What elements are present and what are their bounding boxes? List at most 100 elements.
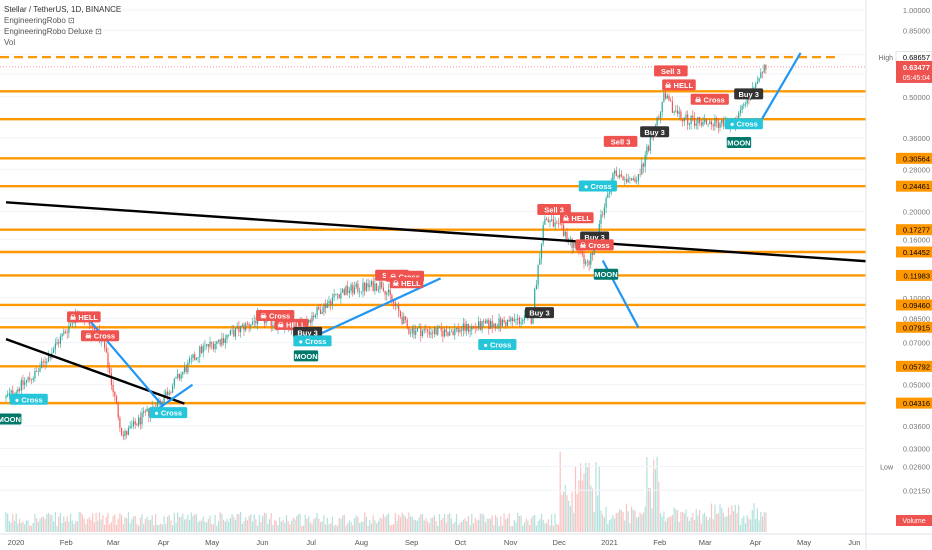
candle-body bbox=[32, 378, 34, 380]
volume-bar bbox=[467, 515, 469, 532]
annotation-label: ☠ Cross bbox=[580, 241, 610, 250]
time-tick-label: Feb bbox=[653, 538, 666, 547]
volume-bar bbox=[510, 525, 512, 532]
candle-body bbox=[61, 333, 63, 337]
volume-bar bbox=[442, 517, 444, 532]
volume-bar bbox=[131, 519, 133, 532]
level-price-label: 0.07915 bbox=[903, 323, 930, 332]
annotation-label: ☠ HELL bbox=[70, 313, 99, 322]
volume-bar bbox=[299, 513, 301, 532]
volume-bar bbox=[173, 512, 175, 532]
candle-body bbox=[394, 302, 396, 306]
annotation-label: Buy 3 bbox=[738, 90, 758, 99]
volume-bar bbox=[523, 522, 526, 532]
volume-bar bbox=[393, 523, 395, 532]
candle-body bbox=[755, 83, 757, 88]
volume-bar bbox=[542, 519, 544, 532]
annotation-label: ● Cross bbox=[483, 340, 511, 349]
candle-body bbox=[741, 106, 743, 111]
volume-bar bbox=[306, 518, 308, 532]
candle-body bbox=[410, 332, 412, 334]
candle-body bbox=[634, 178, 636, 183]
annotation-buy: Buy 3 bbox=[524, 307, 554, 319]
volume-bar bbox=[231, 514, 233, 532]
volume-bar bbox=[653, 459, 655, 532]
volume-bar bbox=[413, 519, 415, 532]
candle-body bbox=[250, 324, 252, 327]
candle-body bbox=[219, 339, 221, 345]
candle-body bbox=[199, 346, 201, 357]
volume-bar bbox=[428, 523, 430, 532]
volume-bar bbox=[612, 515, 614, 532]
candle-body bbox=[143, 411, 145, 413]
volume-bar bbox=[71, 520, 73, 532]
candle-body bbox=[474, 326, 476, 328]
volume-bar bbox=[472, 523, 475, 532]
volume-bar bbox=[610, 518, 612, 532]
volume-bar bbox=[529, 525, 531, 532]
indicator-engineeringrobo[interactable]: EngineeringRobo ⊡ bbox=[4, 16, 75, 25]
volume-bar bbox=[484, 522, 486, 532]
volume-bar bbox=[64, 521, 67, 532]
volume-bar bbox=[217, 521, 220, 532]
volume-bar bbox=[518, 516, 520, 532]
volume-bar bbox=[85, 524, 87, 532]
candle-body bbox=[462, 323, 464, 331]
indicator-engineeringrobo-deluxe[interactable]: EngineeringRobo Deluxe ⊡ bbox=[4, 27, 102, 36]
candle-body bbox=[721, 119, 723, 124]
time-axis[interactable]: 2020 Feb Mar Apr May Jun Jul Aug Sep Oct Nov Dec 202… bbox=[0, 533, 932, 547]
volume-bar bbox=[491, 515, 493, 532]
volume-bar bbox=[338, 517, 340, 532]
volume-bar bbox=[459, 522, 461, 532]
annotation-hell: ☠ HELL bbox=[67, 311, 101, 323]
volume-bar bbox=[593, 512, 595, 532]
volume-bar bbox=[56, 525, 58, 532]
candle-body bbox=[148, 408, 150, 416]
volume-bar bbox=[155, 513, 157, 532]
candle-body bbox=[180, 374, 182, 379]
volume-bar bbox=[175, 522, 177, 532]
volume-bar bbox=[117, 519, 119, 532]
volume-bar bbox=[134, 515, 136, 532]
volume-bar bbox=[726, 516, 728, 532]
annotation-cross: ● Cross bbox=[9, 393, 48, 405]
candle-body bbox=[386, 292, 388, 295]
volume-bar bbox=[100, 519, 102, 532]
volume-bar bbox=[590, 485, 592, 532]
volume-bar bbox=[309, 522, 311, 532]
symbol-title[interactable]: Stellar / TetherUS, 1D, BINANCE bbox=[4, 5, 122, 14]
price-tick-label: 0.36000 bbox=[903, 134, 930, 143]
candle-body bbox=[178, 373, 180, 379]
volume-bar bbox=[756, 508, 758, 532]
candle-body bbox=[503, 319, 505, 323]
candle-body bbox=[498, 318, 500, 328]
candle-body bbox=[12, 390, 14, 396]
candle-body bbox=[739, 110, 741, 114]
candle-body bbox=[360, 291, 362, 293]
candle-body bbox=[131, 426, 133, 427]
volume-bar bbox=[629, 523, 631, 532]
volume-bar bbox=[564, 484, 566, 532]
indicator-volume[interactable]: Vol bbox=[4, 38, 16, 47]
volume-bar bbox=[63, 516, 65, 532]
chart-legend: Stellar / TetherUS, 1D, BINANCE Engineer… bbox=[4, 4, 121, 48]
volume-bar bbox=[651, 508, 653, 532]
volume-bar bbox=[641, 514, 643, 532]
volume-bar bbox=[712, 519, 714, 532]
candle-body bbox=[224, 339, 226, 343]
candle-body bbox=[493, 323, 495, 328]
candle-body bbox=[459, 329, 461, 333]
candle-body bbox=[202, 346, 204, 353]
volume-bar bbox=[372, 515, 374, 532]
candle-body bbox=[47, 354, 50, 362]
candle-body bbox=[420, 326, 422, 337]
volume-bar bbox=[739, 525, 741, 532]
candle-body bbox=[190, 358, 192, 359]
volume-bar bbox=[602, 514, 604, 532]
volume-bar bbox=[357, 516, 359, 532]
candle-body bbox=[675, 110, 677, 112]
candle-body bbox=[335, 294, 337, 296]
candle-body bbox=[620, 174, 622, 177]
